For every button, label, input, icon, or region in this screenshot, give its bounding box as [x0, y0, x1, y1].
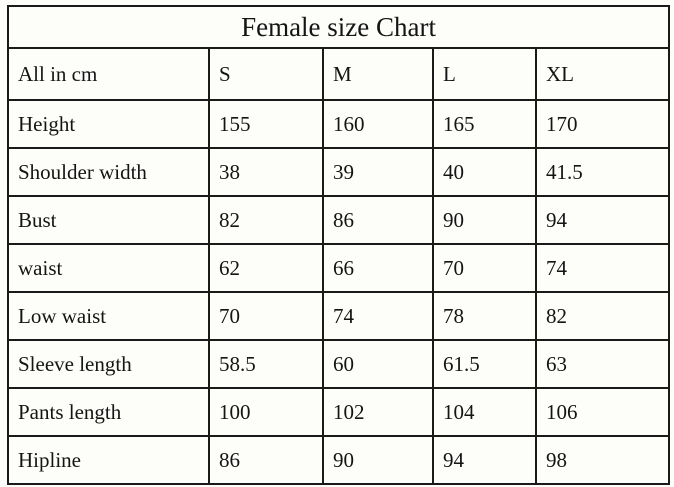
size-header-cell-s: S — [208, 47, 324, 101]
value-cell: 58.5 — [208, 339, 324, 389]
value-cell: 70 — [432, 243, 537, 293]
value-cell: 165 — [432, 99, 537, 149]
value-cell: 60 — [322, 339, 434, 389]
value-cell: 86 — [322, 195, 434, 245]
value-cell: 74 — [322, 291, 434, 341]
table-row-shoulder-width: Shoulder width 38 39 40 41.5 — [7, 147, 671, 197]
table-header-row: All in cm S M L XL — [7, 47, 671, 101]
size-header-cell-xl: XL — [534, 47, 671, 101]
row-label-cell: Hipline — [7, 435, 210, 485]
value-cell: 170 — [534, 99, 671, 149]
value-cell: 100 — [208, 387, 324, 437]
row-label-cell: Height — [7, 99, 210, 149]
value-cell: 61.5 — [432, 339, 537, 389]
value-cell: 39 — [322, 147, 434, 197]
value-cell: 98 — [534, 435, 671, 485]
value-cell: 90 — [322, 435, 434, 485]
value-cell: 74 — [534, 243, 671, 293]
table-row-low-waist: Low waist 70 74 78 82 — [7, 291, 671, 341]
table-title: Female size Chart — [6, 5, 671, 49]
value-cell: 94 — [534, 195, 671, 245]
value-cell: 102 — [322, 387, 434, 437]
row-label-cell: Sleeve length — [7, 339, 210, 389]
value-cell: 40 — [432, 147, 537, 197]
value-cell: 155 — [208, 99, 324, 149]
table-row-bust: Bust 82 86 90 94 — [7, 195, 671, 245]
table-row-waist: waist 62 66 70 74 — [7, 243, 671, 293]
value-cell: 90 — [432, 195, 537, 245]
table-row-sleeve-length: Sleeve length 58.5 60 61.5 63 — [7, 339, 671, 389]
row-label-cell: Shoulder width — [7, 147, 210, 197]
value-cell: 66 — [322, 243, 434, 293]
value-cell: 94 — [432, 435, 537, 485]
value-cell: 41.5 — [534, 147, 671, 197]
row-label-cell: Bust — [7, 195, 210, 245]
value-cell: 70 — [208, 291, 324, 341]
size-header-cell-m: M — [322, 47, 434, 101]
value-cell: 82 — [534, 291, 671, 341]
female-size-chart-table: Female size Chart All in cm S M L XL Hei… — [6, 5, 671, 485]
unit-header-cell: All in cm — [7, 47, 210, 101]
size-header-cell-l: L — [432, 47, 537, 101]
value-cell: 78 — [432, 291, 537, 341]
value-cell: 38 — [208, 147, 324, 197]
table-row-pants-length: Pants length 100 102 104 106 — [7, 387, 671, 437]
row-label-cell: Low waist — [7, 291, 210, 341]
row-label-cell: Pants length — [7, 387, 210, 437]
table-title-row: Female size Chart — [6, 5, 671, 49]
value-cell: 160 — [322, 99, 434, 149]
value-cell: 62 — [208, 243, 324, 293]
table-row-hipline: Hipline 86 90 94 98 — [7, 435, 671, 485]
value-cell: 104 — [432, 387, 537, 437]
value-cell: 86 — [208, 435, 324, 485]
value-cell: 63 — [534, 339, 671, 389]
value-cell: 106 — [534, 387, 671, 437]
table-row-height: Height 155 160 165 170 — [7, 99, 671, 149]
value-cell: 82 — [208, 195, 324, 245]
row-label-cell: waist — [7, 243, 210, 293]
